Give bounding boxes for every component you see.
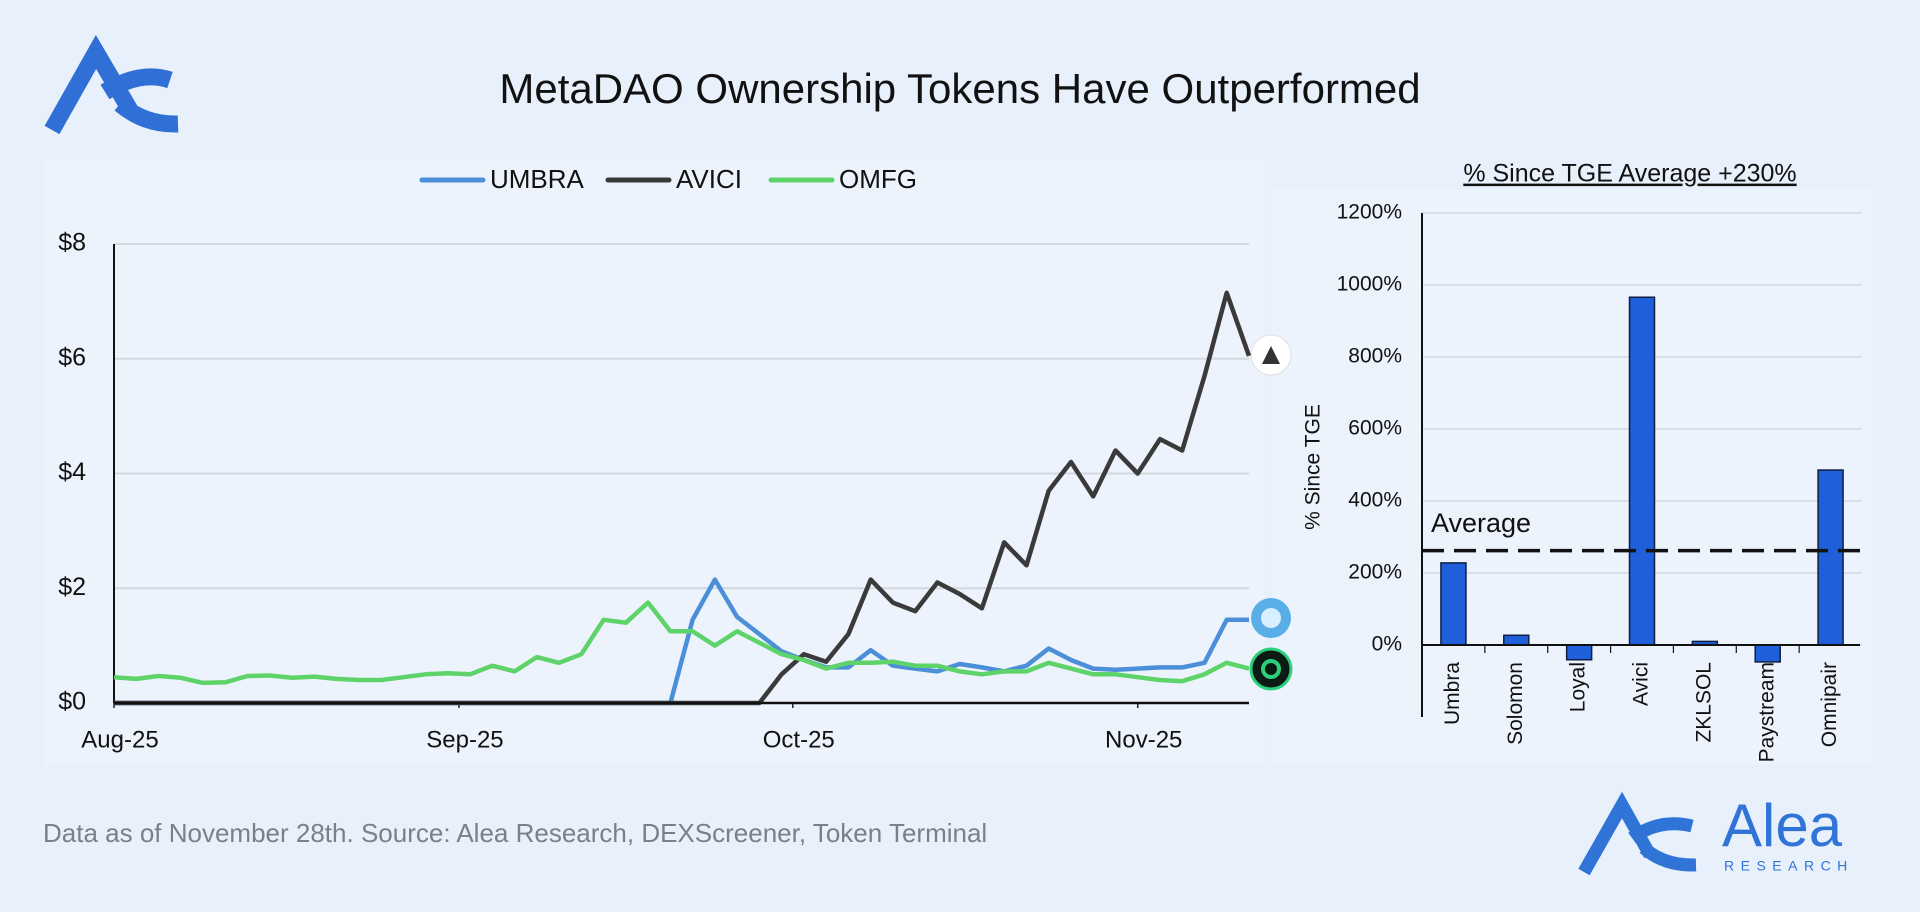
legend-label: UMBRA bbox=[490, 164, 585, 194]
bar bbox=[1565, 644, 1593, 661]
line-series bbox=[113, 600, 1250, 686]
y-tick-label: 1200% bbox=[1337, 201, 1402, 224]
line-panel bbox=[44, 160, 1264, 765]
x-tick-label: ZKLSOL bbox=[1692, 662, 1715, 743]
y-tick-label: $2 bbox=[58, 573, 86, 601]
y-tick-label: 400% bbox=[1348, 489, 1402, 512]
brand-logo: Alea RESEARCH bbox=[1578, 791, 1854, 876]
bar bbox=[1817, 469, 1844, 646]
x-tick-label: Oct-25 bbox=[763, 726, 835, 753]
legend-label: OMFG bbox=[839, 164, 917, 194]
logo-mark bbox=[44, 34, 179, 135]
average-label: Average bbox=[1431, 508, 1531, 538]
bar-panel bbox=[1272, 190, 1872, 765]
x-tick-label: Solomon bbox=[1504, 662, 1527, 745]
bar bbox=[1503, 634, 1530, 646]
x-tick-label: Avici bbox=[1630, 662, 1653, 706]
bar bbox=[1628, 296, 1656, 646]
y-tick-label: 800% bbox=[1348, 345, 1402, 368]
y-tick-label: $4 bbox=[58, 458, 86, 486]
x-tick-label: Paystream bbox=[1755, 662, 1778, 762]
y-tick-label: $0 bbox=[58, 688, 86, 716]
x-tick-label: Sep-25 bbox=[426, 726, 503, 753]
bar bbox=[1754, 644, 1781, 663]
token-icons bbox=[1249, 334, 1293, 691]
x-tick-label: Loyal bbox=[1567, 662, 1590, 712]
y-tick-label: $6 bbox=[58, 343, 86, 371]
x-tick-label: Omnipair bbox=[1818, 662, 1841, 747]
x-tick-label: Nov-25 bbox=[1105, 726, 1182, 753]
brand-name: Alea bbox=[1722, 792, 1843, 859]
page-title: MetaDAO Ownership Tokens Have Outperform… bbox=[499, 65, 1420, 112]
x-tick-label: Aug-25 bbox=[81, 726, 158, 753]
y-tick-label: 200% bbox=[1348, 561, 1402, 584]
legend-label: AVICI bbox=[676, 164, 742, 194]
bar bbox=[1440, 562, 1467, 646]
y-tick-label: 600% bbox=[1348, 417, 1402, 440]
x-tick-label: Umbra bbox=[1441, 662, 1464, 725]
y-axis-label: % Since TGE bbox=[1302, 404, 1325, 530]
y-tick-label: 1000% bbox=[1337, 273, 1402, 296]
y-tick-label: 0% bbox=[1372, 633, 1402, 656]
footer-source: Data as of November 28th. Source: Alea R… bbox=[43, 818, 987, 848]
bar-title: % Since TGE Average +230% bbox=[1463, 160, 1796, 188]
brand-tagline: RESEARCH bbox=[1724, 858, 1854, 874]
y-tick-label: $8 bbox=[58, 229, 86, 257]
